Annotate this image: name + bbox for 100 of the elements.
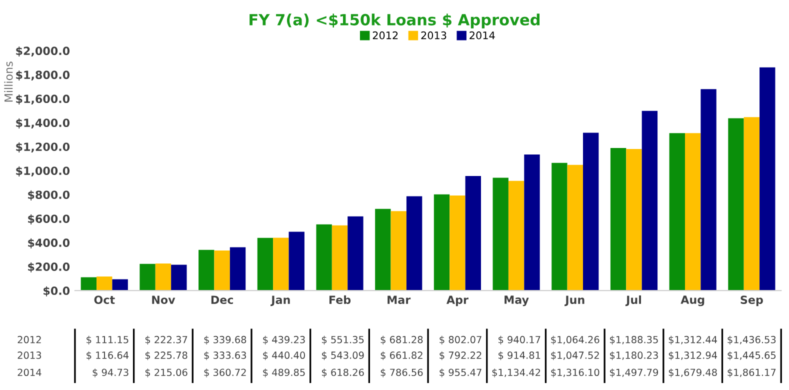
bar — [450, 196, 466, 291]
data-label: $ 360.72 — [204, 368, 246, 378]
bar — [273, 238, 289, 291]
x-tick-label: Feb — [329, 295, 351, 304]
y-tick-label: $1,800.0 — [16, 70, 70, 81]
bar — [434, 194, 450, 291]
chart-title: FY 7(a) <$150k Loans $ Approved — [250, 14, 540, 28]
legend-label: 2014 — [470, 31, 495, 40]
bar — [508, 180, 524, 291]
data-label: $1,047.52 — [551, 351, 599, 360]
bar — [700, 89, 716, 291]
data-label: $1,134.42 — [492, 368, 540, 378]
bar — [112, 279, 128, 291]
y-tick-label: $400.0 — [28, 238, 70, 248]
data-label: $1,861.17 — [728, 368, 776, 378]
text: 2013 — [18, 352, 42, 359]
data-label: $1,188.35 — [610, 336, 658, 345]
y-tick-label: $0.0 — [44, 286, 70, 296]
y-axis-title: Millions — [4, 62, 13, 102]
bar — [214, 250, 230, 291]
x-tick-label: Jun — [564, 296, 584, 306]
y-tick-label: $600.0 — [28, 214, 70, 224]
data-label: $1,316.10 — [551, 368, 600, 378]
data-label: $ 792.22 — [440, 351, 482, 360]
bar — [171, 264, 187, 291]
bar — [684, 133, 701, 291]
data-label: $ 222.37 — [145, 336, 188, 345]
bar — [390, 211, 406, 291]
bar — [610, 148, 626, 291]
bar — [316, 224, 332, 291]
data-label: $ 111.15 — [86, 336, 128, 345]
data-label: $ 802.07 — [440, 336, 482, 345]
x-tick-label: Aug — [680, 296, 704, 306]
data-label: $ 225.78 — [145, 351, 188, 360]
bar — [552, 162, 568, 291]
bar — [626, 149, 642, 291]
bar — [198, 250, 214, 291]
x-tick-label: Mar — [388, 296, 411, 304]
bar — [332, 225, 348, 291]
x-tick-label: Dec — [211, 296, 233, 304]
text: 2014 — [18, 368, 42, 376]
data-label: $ 940.17 — [498, 336, 540, 345]
y-tick-label: $200.0 — [28, 262, 70, 272]
bar — [375, 208, 391, 291]
bar — [80, 277, 97, 291]
bar — [744, 117, 760, 291]
data-label: $ 94.73 — [92, 368, 128, 378]
data-label: $1,312.94 — [668, 351, 718, 360]
x-tick-label: Apr — [446, 296, 468, 306]
x-tick-label: Jul — [625, 295, 641, 306]
x-tick-label: May — [504, 296, 529, 306]
data-label: $ 116.64 — [86, 351, 129, 360]
y-tick-label: $1,200.0 — [16, 142, 70, 152]
bar — [582, 132, 599, 291]
data-label: $1,679.48 — [668, 368, 717, 378]
data-label: $ 333.63 — [204, 351, 246, 360]
data-label: $ 914.81 — [498, 351, 540, 360]
text: 2012 — [18, 336, 41, 344]
y-tick-label: $2,000.0 — [16, 46, 70, 57]
bar — [96, 276, 112, 291]
data-label: $1,445.65 — [728, 351, 776, 360]
data-label: $1,312.44 — [668, 336, 718, 345]
bar — [348, 216, 364, 291]
bar — [524, 154, 540, 291]
bar — [406, 196, 422, 291]
data-label: $ 543.09 — [322, 351, 364, 360]
y-tick-label: $1,400.0 — [16, 118, 70, 129]
data-label: $ 439.23 — [263, 336, 305, 345]
data-label: $ 955.47 — [440, 368, 482, 378]
x-tick-label: Oct — [94, 296, 115, 304]
data-label: $ 551.35 — [322, 336, 364, 345]
y-tick-label: $800.0 — [28, 190, 70, 200]
y-tick-label: $1,600.0 — [16, 94, 70, 105]
bar — [288, 232, 304, 291]
bar — [728, 118, 744, 291]
data-label: $ 440.40 — [263, 351, 305, 360]
data-label: $ 681.28 — [380, 336, 423, 345]
data-label: $ 618.26 — [322, 368, 364, 378]
bar — [567, 164, 583, 291]
bar — [230, 247, 246, 291]
data-label: $ 215.06 — [145, 368, 188, 378]
bar — [140, 264, 156, 291]
x-tick-label: Sep — [740, 296, 763, 306]
data-label: $1,436.53 — [728, 336, 776, 345]
bar — [257, 238, 274, 291]
data-label: $1,180.23 — [610, 351, 658, 360]
bar — [642, 110, 658, 291]
bar — [465, 176, 481, 291]
bar — [155, 263, 172, 291]
bar — [760, 67, 776, 291]
data-label: $ 489.85 — [263, 368, 305, 378]
data-label: $1,064.26 — [551, 336, 600, 345]
y-tick-label: $1,000.0 — [16, 166, 70, 176]
bar — [492, 178, 508, 291]
legend-label: 2012 — [372, 31, 398, 40]
bar — [669, 133, 685, 291]
x-tick-label: Nov — [152, 296, 176, 304]
data-label: $ 339.68 — [204, 336, 246, 345]
data-label: $1,497.79 — [610, 368, 658, 378]
data-label: $ 786.56 — [380, 368, 423, 378]
